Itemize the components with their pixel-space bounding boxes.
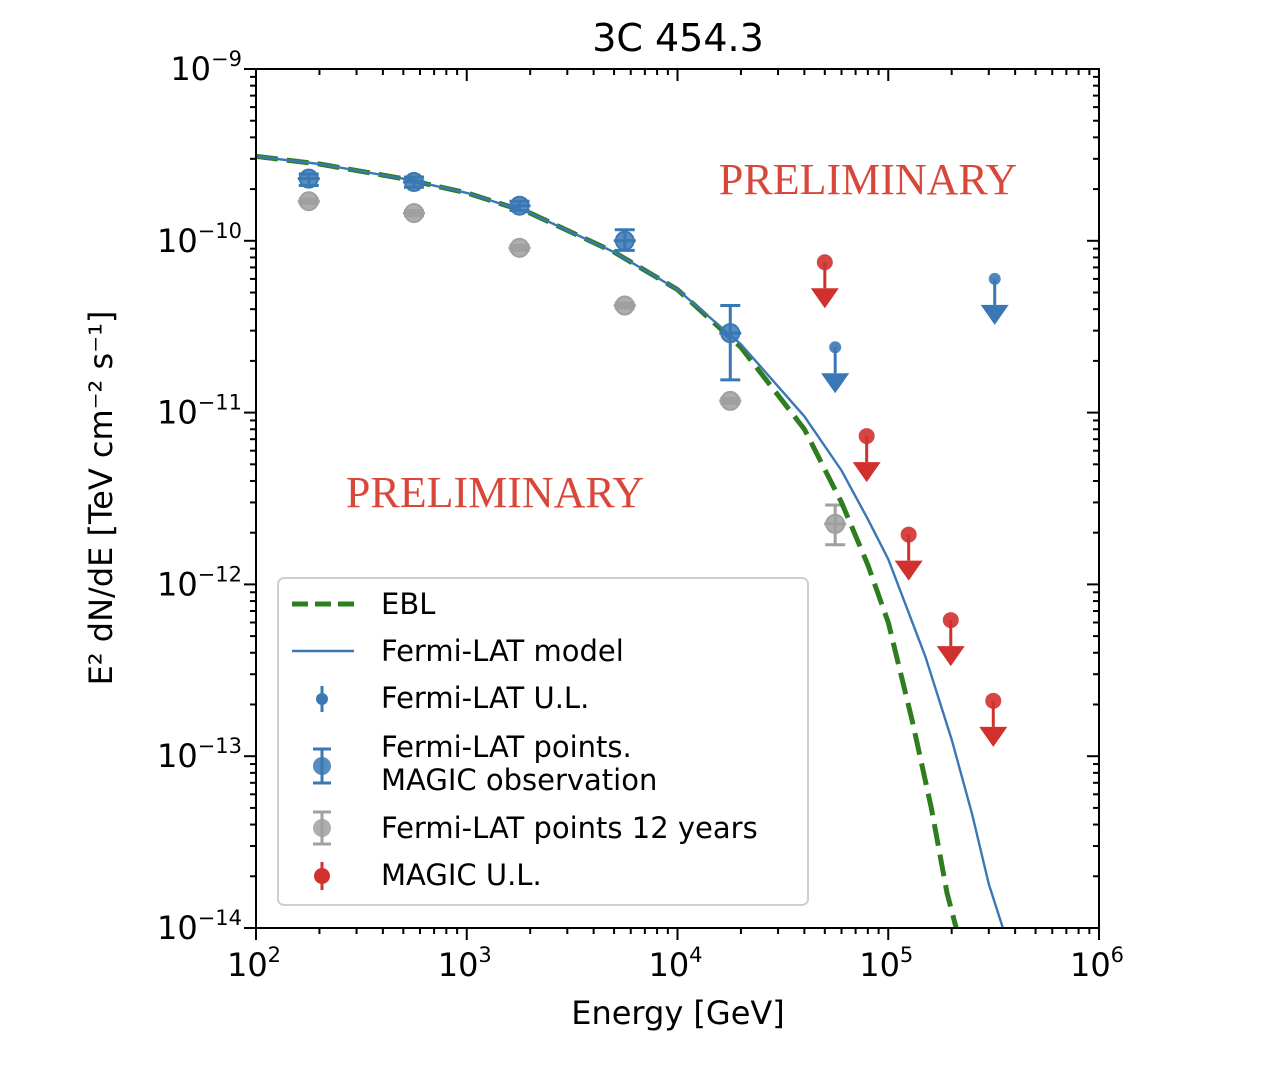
- x-axis-label: Energy [GeV]: [571, 994, 785, 1032]
- legend-swatch-magic-ul: [314, 868, 330, 884]
- magic-ul-point: [816, 254, 833, 271]
- fermi-ul-group: [821, 272, 1009, 394]
- legend-label-fermi-points: Fermi-LAT points. MAGIC observation: [381, 730, 657, 797]
- magic-ul-arrow-head: [936, 646, 965, 667]
- legend-label-fermi-ul: Fermi-LAT U.L.: [381, 681, 589, 715]
- y-tick-label: 10−9: [170, 47, 242, 88]
- magic-ul-point: [942, 612, 959, 629]
- fermi-12yr-point: [614, 295, 635, 316]
- magic-ul-point: [858, 428, 875, 445]
- legend-swatch-fermi-ul: [316, 693, 328, 705]
- fermi-ul-point: [988, 272, 1001, 285]
- magic-ul-point: [900, 526, 917, 543]
- y-tick-label: 10−14: [157, 906, 242, 947]
- fermi-points-point: [509, 195, 530, 216]
- fermi-model-curve: [256, 155, 1005, 928]
- fermi-12yr-point: [509, 237, 530, 258]
- legend-label-fermi-12yr: Fermi-LAT points 12 years: [381, 811, 758, 845]
- fermi-12yr-point: [825, 513, 846, 534]
- legend-swatches: [292, 601, 354, 890]
- x-tick-label: 102: [227, 943, 281, 984]
- y-tick-label: 10−11: [157, 391, 242, 432]
- preliminary-watermark-left: PRELIMINARY: [346, 468, 644, 517]
- fermi-ul-arrow-head: [980, 304, 1009, 325]
- fermi-12yr-point: [404, 203, 425, 224]
- ebl-curve: [256, 153, 959, 928]
- fermi-12yr-group: [297, 191, 847, 547]
- legend-box: [277, 577, 809, 906]
- fermi-ul-point: [829, 341, 842, 354]
- y-tick-label: 10−10: [157, 219, 242, 260]
- fermi-points-group: [297, 168, 742, 382]
- x-tick-label: 103: [438, 943, 492, 984]
- fermi-points-point: [614, 230, 635, 251]
- y-tick-label: 10−13: [157, 734, 242, 775]
- x-tick-label: 104: [648, 943, 702, 984]
- magic-ul-arrow-head: [852, 462, 881, 483]
- x-tick-label: 105: [859, 943, 913, 984]
- fermi-points-point: [720, 323, 741, 344]
- y-axis-label: E² dN/dE [TeV cm⁻² s⁻¹]: [82, 311, 120, 686]
- legend-label-magic-ul: MAGIC U.L.: [381, 858, 542, 892]
- magic-ul-arrow-head: [894, 560, 923, 581]
- axis-ticks: 102 103 104 105 106 10−14 10−13 10−12 10−11 10−10…: [157, 47, 1124, 984]
- fermi-points-point: [298, 168, 319, 189]
- data-layer: [256, 153, 1009, 928]
- legend-label-fermi-model: Fermi-LAT model: [381, 634, 624, 668]
- fermi-points-point: [404, 171, 425, 192]
- magic-ul-arrow-head: [979, 726, 1008, 747]
- legend: EBL Fermi-LAT model Fermi-LAT U.L. Fermi…: [277, 577, 809, 906]
- magic-ul-arrow-head: [810, 288, 839, 309]
- magic-ul-group: [810, 254, 1008, 747]
- fermi-12yr-point: [720, 390, 741, 411]
- y-tick-label: 10−12: [157, 562, 242, 603]
- magic-ul-point: [985, 692, 1002, 709]
- preliminary-watermark-top: PRELIMINARY: [719, 155, 1017, 204]
- fermi-12yr-point: [298, 191, 319, 212]
- chart-title: 3C 454.3: [592, 16, 764, 60]
- legend-label-ebl: EBL: [381, 587, 435, 621]
- fermi-ul-arrow-head: [821, 373, 850, 394]
- legend-swatch-fermi-12yr: [313, 819, 331, 837]
- x-tick-label: 106: [1070, 943, 1124, 984]
- legend-swatch-fermi-points: [313, 757, 331, 775]
